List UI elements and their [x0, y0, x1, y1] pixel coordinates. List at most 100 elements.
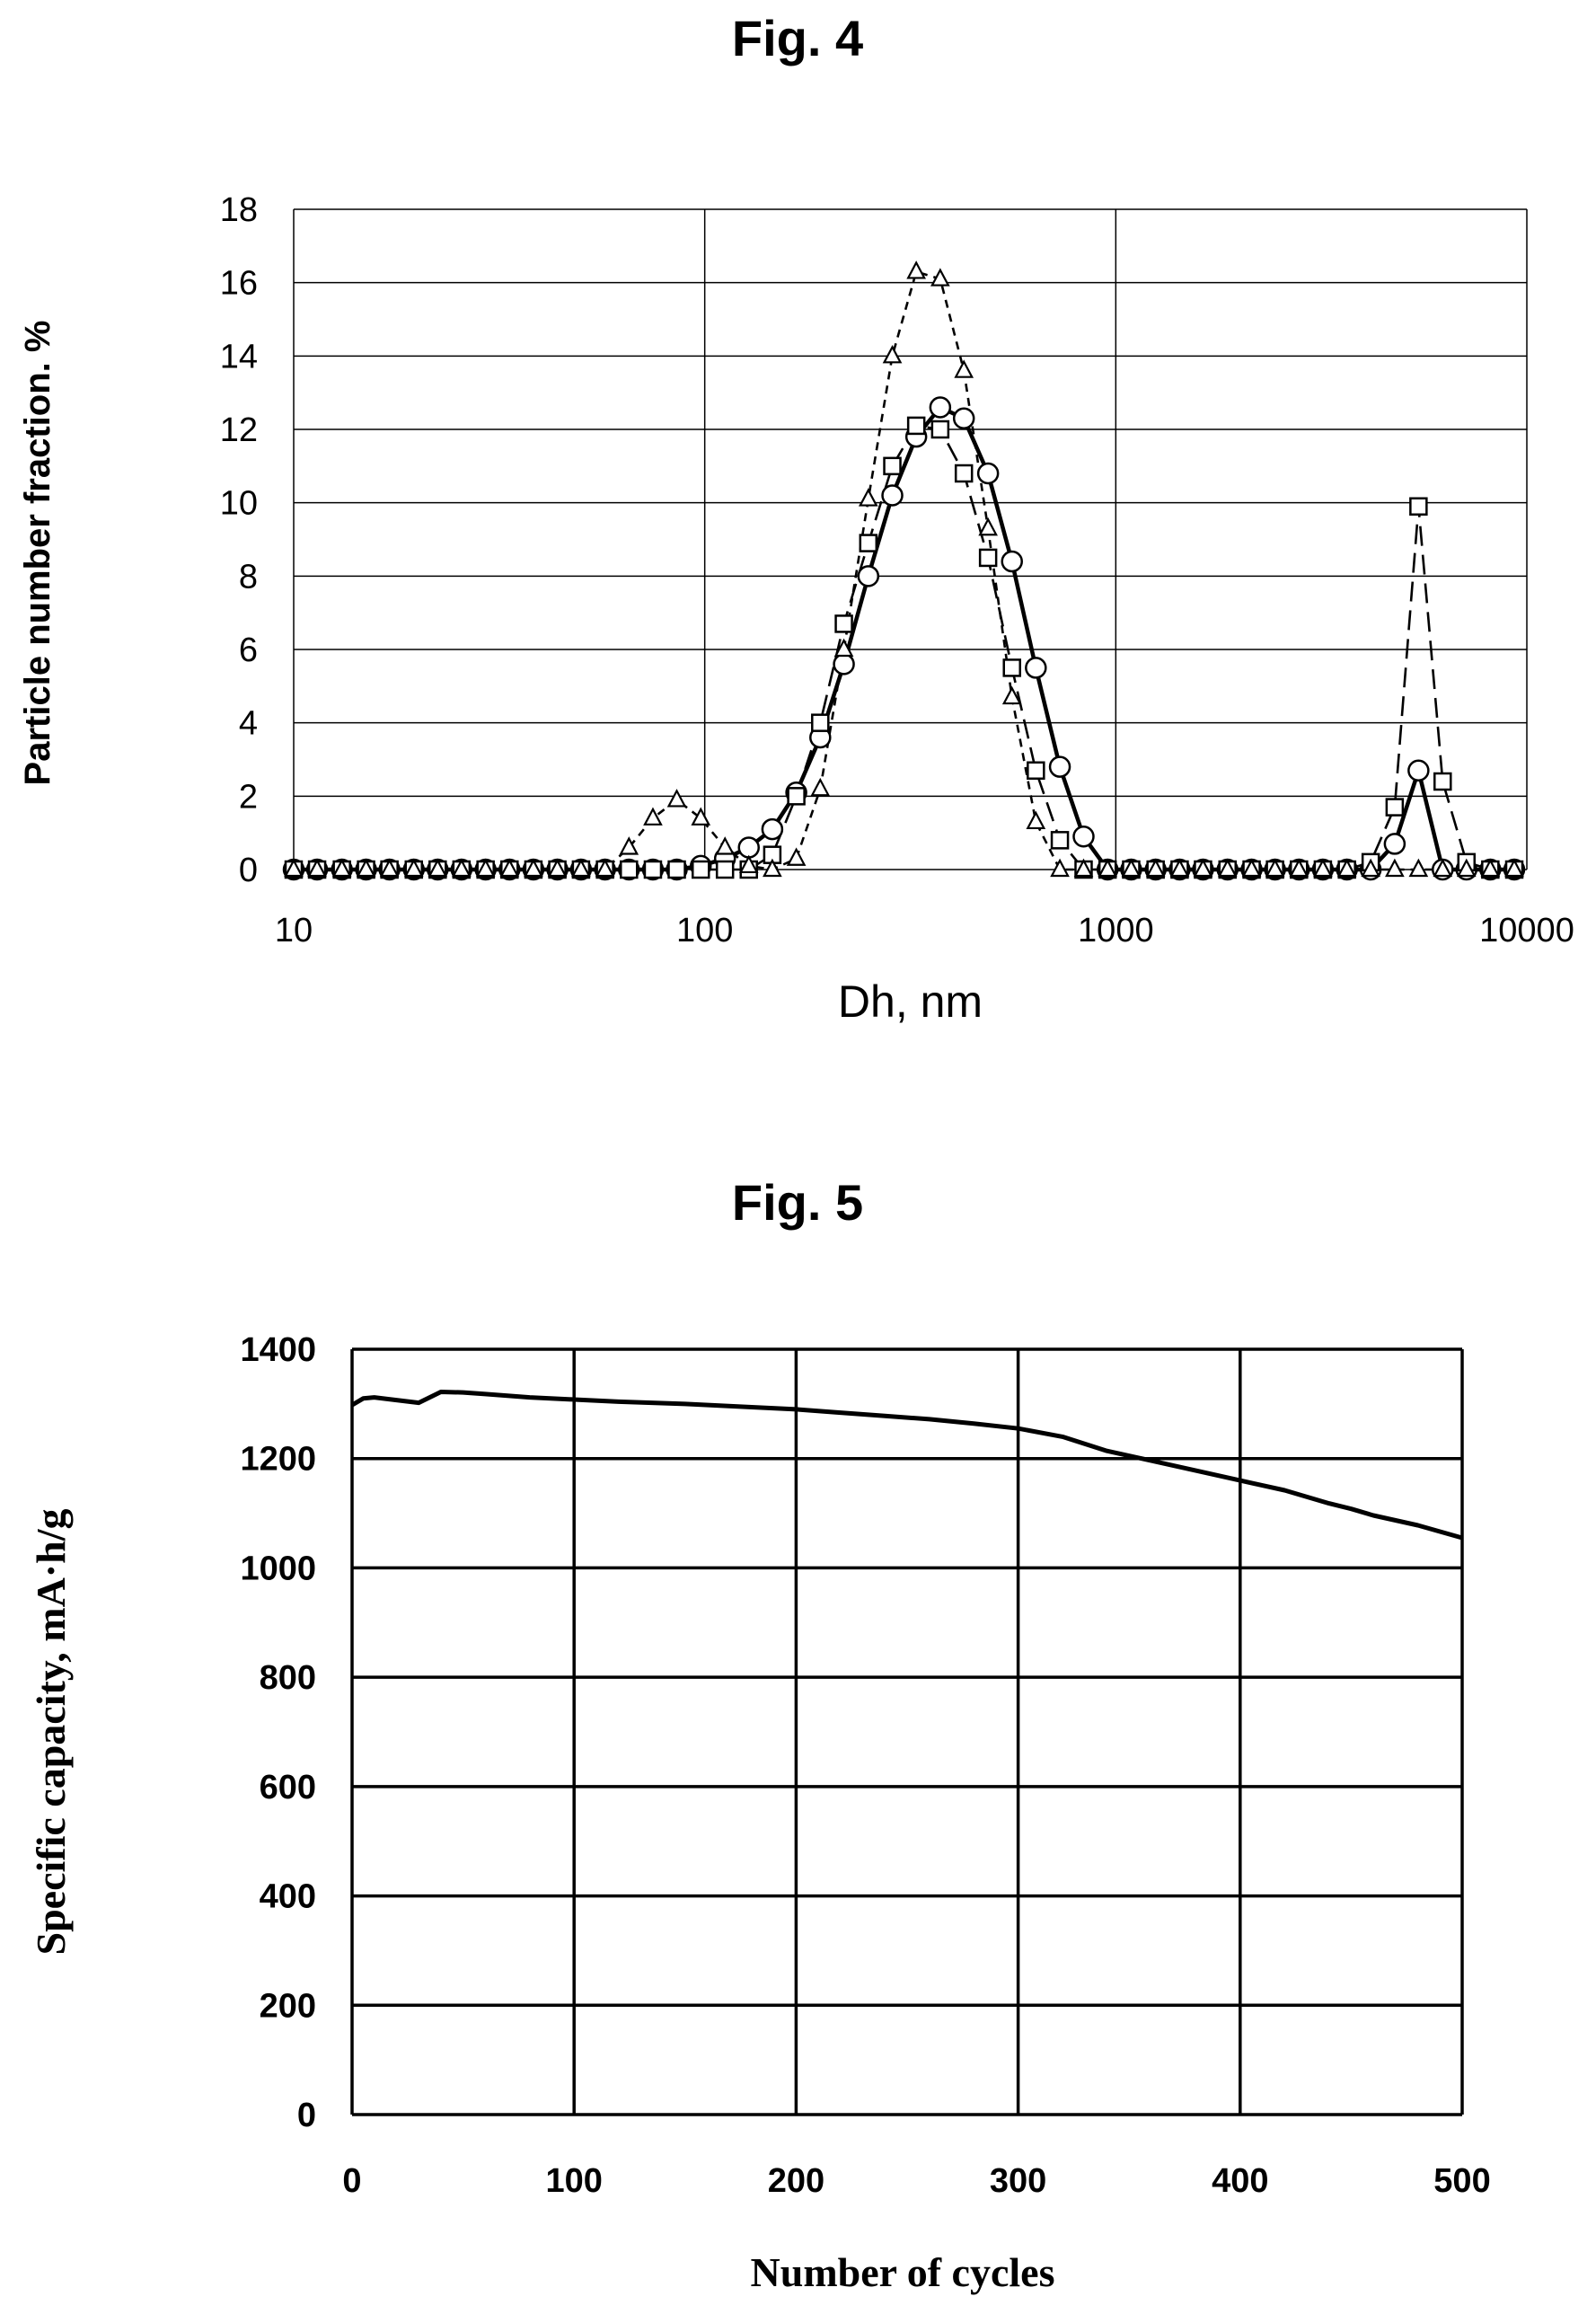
fig5-xtick-label: 200: [768, 2162, 824, 2200]
fig5-y-axis-label: Specific capacity, mA·h/g: [28, 1508, 74, 1955]
fig4-x-axis-label: Dh, nm: [838, 976, 983, 1027]
fig4-point-triangle: [1169, 858, 1190, 878]
fig4-point-square: [691, 860, 710, 879]
fig4-point-triangle: [978, 517, 998, 536]
fig4-point-triangle: [1193, 858, 1213, 878]
fig4-point-square: [715, 860, 735, 879]
fig5-xtick-label: 300: [990, 2162, 1046, 2200]
fig4-point-square: [1433, 772, 1452, 791]
fig4-point-triangle: [954, 359, 974, 378]
fig4-point-triangle: [715, 836, 736, 855]
fig4-point-square: [883, 456, 902, 476]
fig4-point-circle: [737, 836, 760, 859]
fig4-point-triangle: [331, 858, 352, 878]
fig4-point-triangle: [1241, 858, 1262, 878]
fig4-point-square: [1027, 761, 1045, 780]
fig5-ytick-label: 200: [260, 1987, 316, 2025]
fig4-point-triangle: [307, 858, 327, 878]
fig4-title: Fig. 4: [732, 10, 863, 66]
fig4-ytick-label: 4: [239, 705, 258, 743]
fig4-point-triangle: [882, 344, 903, 364]
fig5-ytick-label: 600: [260, 1769, 316, 1806]
fig4-ytick-label: 16: [220, 265, 258, 303]
fig4-xtick-label: 100: [676, 912, 733, 949]
fig4-point-square: [811, 713, 830, 732]
fig4-point-triangle: [403, 858, 424, 878]
fig4-point-triangle: [666, 789, 687, 808]
fig4-point-triangle: [738, 854, 759, 874]
fig5-ytick-label: 1000: [240, 1550, 316, 1587]
fig4-series-square-line: [294, 424, 1514, 871]
fig4-point-triangle: [1456, 858, 1477, 878]
fig5-capacity-line: [350, 1390, 1463, 1541]
fig4-point-triangle: [1098, 858, 1118, 878]
fig4-point-circle: [976, 462, 1000, 485]
fig4-point-square: [978, 548, 998, 568]
fig4-point-circle: [952, 407, 975, 429]
fig4-point-square: [834, 614, 853, 633]
fig4-point-circle: [1025, 657, 1047, 679]
fig4-point-triangle: [595, 858, 615, 878]
fig4-point-triangle: [763, 858, 782, 878]
fig4-ytick-label: 2: [239, 778, 258, 816]
fig4-point-triangle: [833, 638, 854, 658]
fig4-point-square: [906, 416, 926, 436]
fig5-ytick-label: 800: [260, 1659, 316, 1697]
fig4-point-square: [859, 534, 878, 552]
fig4-ytick-label: 18: [220, 191, 258, 229]
fig4-point-square: [667, 860, 686, 879]
fig4-point-triangle: [524, 858, 543, 878]
fig4-ytick-label: 14: [220, 338, 258, 375]
fig4-point-square: [1002, 658, 1021, 677]
fig5-chart: 0 200 400 600 800 1000 1200 1400 0 100 200 300 400 50…: [28, 1331, 1491, 2295]
fig4-point-triangle: [356, 858, 376, 878]
fig4-point-triangle: [1336, 858, 1357, 878]
fig4-point-triangle: [810, 777, 831, 797]
fig4-ytick-label: 6: [239, 631, 258, 669]
fig4-point-circle: [833, 653, 855, 676]
fig4-point-triangle: [930, 268, 950, 287]
fig4-point-triangle: [475, 858, 496, 878]
fig4-point-square: [1385, 798, 1405, 817]
fig4-point-triangle: [1145, 858, 1166, 878]
fig4-point-circle: [1072, 826, 1095, 848]
fig4-point-triangle: [571, 858, 591, 878]
fig5-ytick-label: 1400: [240, 1331, 316, 1369]
fig4-point-square: [930, 420, 950, 439]
fig4-point-triangle: [1026, 810, 1046, 830]
fig4-point-triangle: [547, 858, 568, 878]
fig4-point-triangle: [1313, 858, 1333, 878]
fig4-point-circle: [929, 396, 952, 419]
fig4-point-triangle: [1433, 858, 1453, 878]
fig4-point-circle: [881, 484, 904, 507]
fig4-point-circle: [857, 565, 880, 587]
fig4-point-triangle: [1265, 858, 1285, 878]
fig5-xtick-label: 400: [1212, 2162, 1268, 2200]
fig4-point-triangle: [906, 261, 926, 279]
fig4-ytick-label: 12: [220, 411, 258, 449]
fig4-point-triangle: [1408, 858, 1429, 878]
fig4-point-square: [1409, 497, 1428, 516]
fig4-point-triangle: [1073, 858, 1094, 878]
fig4-point-triangle: [619, 836, 639, 855]
fig4-point-square: [643, 860, 663, 879]
fig4-point-square: [1050, 831, 1070, 850]
fig4-chart: 0 2 4 6 8 10 12 14 16 18 10 100 1000 10000 Dh, nm Parti…: [18, 191, 1574, 1027]
fig4-point-triangle: [1289, 858, 1309, 878]
fig5-title: Fig. 5: [732, 1174, 863, 1231]
fig4-xtick-label: 1000: [1078, 912, 1154, 949]
fig4-point-triangle: [1480, 858, 1501, 878]
fig4-point-triangle: [379, 858, 400, 878]
fig4-point-circle: [1383, 833, 1406, 855]
fig4-y-axis-label: Particle number fraction. %: [18, 321, 57, 786]
fig4-point-triangle: [1504, 858, 1524, 878]
fig4-point-circle: [1048, 755, 1071, 778]
fig4-ytick-label: 0: [239, 852, 258, 889]
fig4-point-square: [620, 860, 639, 879]
fig4-point-circle: [761, 817, 784, 841]
fig5-ytick-label: 400: [260, 1878, 316, 1916]
fig4-point-square: [954, 464, 974, 483]
fig4-xtick-label: 10000: [1479, 912, 1574, 949]
fig4-point-square: [787, 787, 806, 806]
